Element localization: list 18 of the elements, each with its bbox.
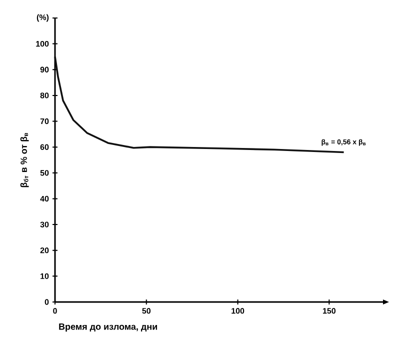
y-tick-label: 100 bbox=[36, 40, 49, 47]
x-tick-label: 150 bbox=[322, 308, 336, 314]
y-tick-label: 10 bbox=[40, 273, 49, 279]
y-tick-label: (%) bbox=[36, 14, 49, 22]
x-tick-label: 100 bbox=[232, 308, 244, 314]
x-tick-label: 50 bbox=[142, 308, 151, 314]
x-axis-title: Время до излома, дни bbox=[59, 324, 158, 332]
y-tick-label: 80 bbox=[40, 92, 49, 98]
y-tick-label: 90 bbox=[40, 66, 49, 72]
y-tick-label: 70 bbox=[40, 118, 49, 124]
y-tick-label: 60 bbox=[40, 144, 49, 150]
y-tick-label: 30 bbox=[40, 222, 49, 228]
y-tick-label: 20 bbox=[40, 248, 49, 254]
y-tick-label: 0 bbox=[44, 299, 49, 305]
y-tick-label: 50 bbox=[40, 170, 49, 176]
x-tick-label: 0 bbox=[53, 308, 57, 314]
y-axis-title: β$_{бт}$ в % от β$_{в}$ bbox=[20, 132, 29, 188]
y-tick-label: 40 bbox=[40, 196, 49, 202]
